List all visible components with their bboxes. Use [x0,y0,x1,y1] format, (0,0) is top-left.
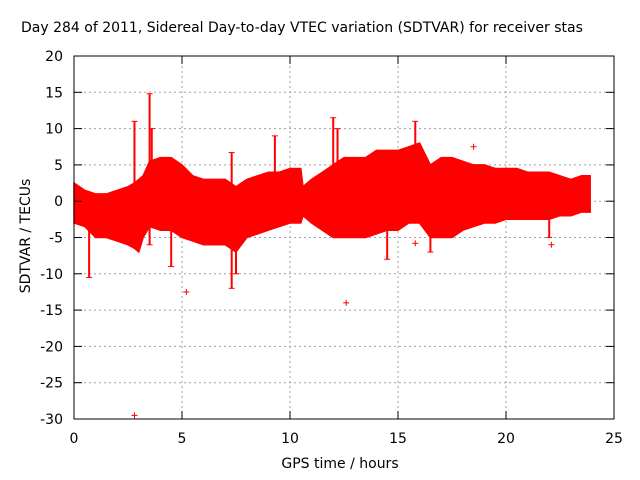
data-point-outlier [131,412,138,419]
data-spike [412,120,419,166]
y-tick-label: 10 [45,122,63,138]
y-tick-label: 15 [45,85,63,101]
data-spike [168,229,175,268]
x-tick-label: 25 [605,431,623,447]
data-spike [146,93,153,246]
y-tick-label: 0 [54,194,63,210]
data-spike [228,152,235,289]
axis-ticks [73,55,615,420]
x-tick-label: 20 [497,431,515,447]
data-spike [271,135,278,180]
data-spike [334,128,341,173]
y-tick-label: -30 [40,412,63,428]
data-series [73,93,591,419]
data-spike [148,128,155,180]
y-tick-labels: 20 15 10 5 0 -5 -10 -15 -20 -25 -30 [40,49,63,428]
x-tick-labels: 0 5 10 15 20 25 [70,431,623,447]
data-band [73,142,591,254]
x-tick-label: 0 [70,431,79,447]
data-point-outlier [412,240,419,247]
data-point-outlier [548,241,555,248]
y-tick-label: -15 [40,303,63,319]
x-tick-label: 5 [178,431,187,447]
data-spike [330,117,337,180]
chart-title: Day 284 of 2011, Sidereal Day-to-day VTE… [21,20,583,36]
data-point-outlier [470,143,477,150]
data-point-outlier [343,299,350,306]
y-tick-label: 20 [45,49,63,65]
y-tick-label: -25 [40,376,63,392]
data-spike [384,222,391,260]
x-tick-label: 15 [389,431,407,447]
data-spike [86,193,93,278]
data-spike [233,229,239,275]
data-spike [131,120,138,224]
data-spike [546,215,553,238]
x-axis-label: GPS time / hours [281,456,399,472]
data-point-outlier [183,288,190,295]
y-tick-label: -20 [40,339,63,355]
y-axis-label: SDTVAR / TECUs [18,178,34,294]
data-spike [427,222,434,253]
x-tick-label: 10 [281,431,299,447]
y-tick-label: -10 [40,267,63,283]
y-tick-label: 5 [54,158,63,174]
y-tick-label: -5 [49,231,63,247]
